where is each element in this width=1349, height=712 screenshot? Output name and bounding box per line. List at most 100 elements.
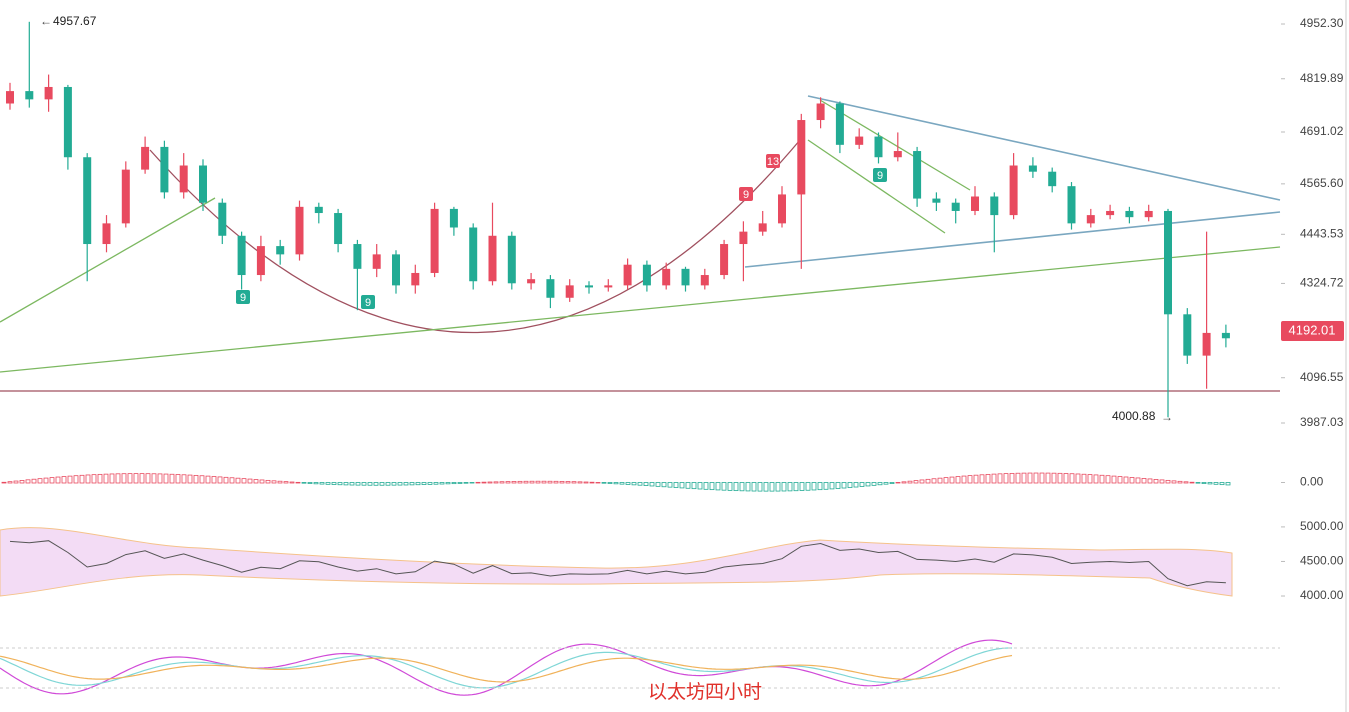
- macd-bar: [829, 482, 835, 490]
- macd-bar: [1147, 478, 1153, 484]
- channel-line: [807, 139, 946, 234]
- macd-bar: [343, 482, 349, 486]
- macd-bar: [1225, 482, 1231, 486]
- candle-body: [44, 86, 53, 100]
- macd-bar: [721, 482, 727, 491]
- macd-bar: [1165, 479, 1171, 484]
- macd-bar: [1105, 475, 1111, 484]
- candle-body: [237, 235, 246, 276]
- macd-bar: [331, 482, 337, 485]
- macd-bar: [109, 473, 115, 484]
- macd-bar: [679, 482, 685, 489]
- candle-body: [6, 91, 14, 104]
- macd-bar: [799, 482, 805, 491]
- td-label: 13: [767, 156, 779, 168]
- macd-bar: [613, 482, 619, 485]
- macd-bar: [739, 482, 745, 492]
- macd-bar: [841, 482, 847, 489]
- macd-bar: [289, 481, 295, 484]
- macd-bar: [121, 473, 127, 484]
- macd-bar: [991, 473, 997, 484]
- macd-bar: [769, 482, 775, 492]
- candle-body: [507, 235, 516, 284]
- macd-bar: [889, 482, 895, 484]
- candle-body: [816, 103, 825, 121]
- macd-bar: [859, 482, 865, 487]
- candle-body: [623, 264, 632, 286]
- macd-bar: [835, 482, 841, 489]
- macd-bar: [673, 482, 679, 488]
- macd-bar: [427, 482, 433, 485]
- candle-body: [700, 275, 709, 286]
- macd-bar: [37, 478, 43, 484]
- candle-body: [585, 285, 593, 288]
- td-label: 9: [877, 170, 883, 182]
- macd-bar: [793, 482, 799, 492]
- macd-bar: [1207, 482, 1213, 485]
- candle-body: [392, 254, 400, 286]
- macd-bar: [151, 473, 157, 484]
- candle-body: [83, 157, 92, 245]
- macd-bar: [373, 482, 379, 486]
- macd-bar: [355, 482, 361, 486]
- last-price-label: 4192.01: [1289, 322, 1336, 337]
- macd-bar: [361, 482, 367, 486]
- macd-bar: [1183, 481, 1189, 484]
- macd-bar: [763, 482, 769, 492]
- macd-bar: [163, 473, 169, 484]
- macd-bar: [1003, 473, 1009, 484]
- candle-body: [739, 231, 748, 245]
- candle-body: [469, 227, 478, 282]
- macd-bar: [19, 480, 25, 484]
- macd-bar: [307, 482, 313, 484]
- candle-body: [1009, 165, 1018, 216]
- macd-bar: [97, 473, 103, 484]
- td-label: 9: [743, 189, 749, 201]
- macd-bar: [853, 482, 859, 488]
- macd-bar: [235, 477, 241, 484]
- y-tick-label: 3987.03: [1300, 415, 1344, 429]
- macd-bar: [1093, 474, 1099, 484]
- macd-bar: [943, 477, 949, 484]
- candle-body: [411, 272, 420, 286]
- candle-body: [334, 213, 343, 245]
- macd-bar: [7, 481, 13, 484]
- td-box: [236, 290, 250, 304]
- triangle-line: [807, 95, 1281, 201]
- macd-bar: [415, 482, 421, 486]
- low-label: 4000.88: [1112, 409, 1156, 423]
- macd-bar: [139, 473, 145, 484]
- macd-bar: [559, 480, 565, 484]
- candle-body: [372, 254, 381, 269]
- macd-bar: [967, 475, 973, 484]
- macd-bar: [385, 482, 391, 486]
- macd-bar: [493, 481, 499, 484]
- macd-bar: [1075, 473, 1081, 484]
- macd-bar: [985, 474, 991, 484]
- macd-bar: [1201, 482, 1207, 484]
- macd-bar: [445, 482, 451, 485]
- macd-bar: [103, 473, 109, 484]
- macd-bar: [1123, 476, 1129, 484]
- macd-bar: [313, 482, 319, 485]
- macd-bar: [1009, 472, 1015, 484]
- macd-bar: [637, 482, 643, 486]
- macd-bar: [877, 482, 883, 486]
- candle-body: [662, 268, 671, 286]
- macd-bar: [1177, 480, 1183, 484]
- candle-body: [102, 223, 111, 245]
- macd-bar: [403, 482, 409, 486]
- macd-bar: [283, 481, 289, 484]
- macd-bar: [649, 482, 655, 487]
- macd-bar: [1021, 472, 1027, 484]
- macd-bar: [1171, 480, 1177, 484]
- macd-bar: [565, 481, 571, 484]
- macd-bar: [697, 482, 703, 490]
- macd-bar: [529, 480, 535, 484]
- macd-bar: [133, 473, 139, 484]
- macd-bar: [145, 473, 151, 484]
- y-tick-label: 4000.00: [1300, 588, 1344, 602]
- macd-bar: [211, 476, 217, 484]
- macd-bar: [127, 473, 133, 484]
- candle-body: [681, 268, 690, 286]
